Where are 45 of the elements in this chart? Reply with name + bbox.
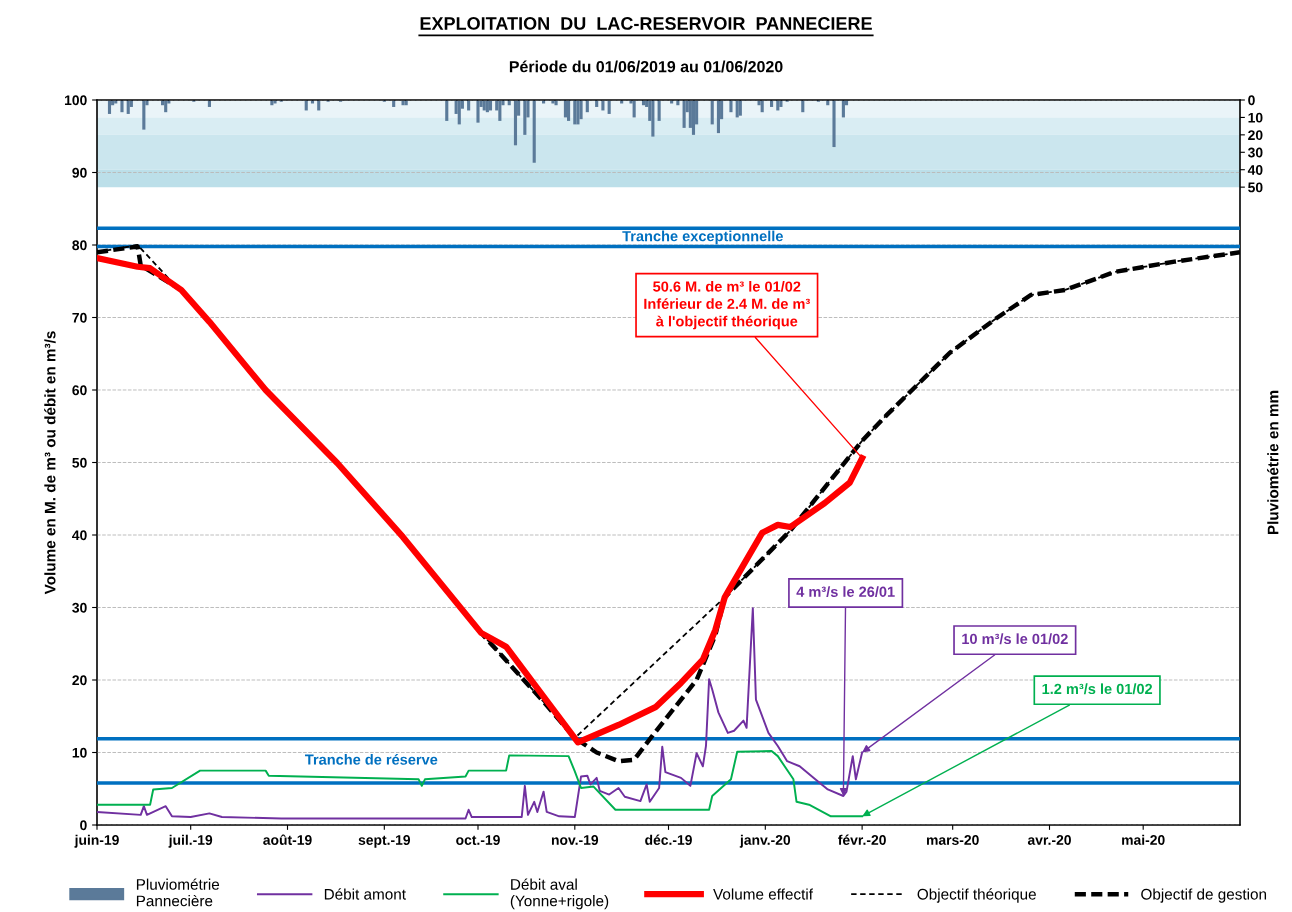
legend-label: Pluviométrie Pannecière (136, 878, 220, 907)
x-tick-label: août-19 (263, 834, 312, 845)
y2-tick-label: 40 (1247, 165, 1263, 175)
x-tick-label: janv.-20 (739, 834, 791, 848)
y-tick-label: 100 (64, 95, 87, 106)
y2-axis-title: Pluviométrie en mm (1267, 390, 1279, 535)
legend-label: Débit amont (324, 888, 406, 900)
legend-label: Objectif théorique (917, 888, 1036, 903)
y-tick-label: 90 (72, 167, 87, 178)
x-tick-label: nov.-19 (551, 835, 599, 845)
y-tick-label: 60 (72, 385, 87, 396)
y-tick-label: 50 (72, 457, 87, 468)
y-tick-label: 0 (80, 820, 87, 831)
x-tick-label: déc.-19 (645, 834, 692, 845)
x-tick-label: févr.-20 (838, 834, 886, 845)
chart-subtitle: Période du 01/06/2019 au 01/06/2020 (509, 60, 783, 73)
annotation: 10 m³/s le 01/02 (962, 633, 1068, 645)
y-tick-label: 80 (72, 240, 87, 251)
y-tick-label: 40 (72, 530, 87, 541)
x-tick-label: juin-19 (74, 834, 119, 848)
y2-tick-label: 20 (1248, 130, 1263, 141)
y2-tick-label: 0 (1248, 95, 1255, 106)
legend-label: Objectif de gestion (1141, 888, 1267, 903)
y-tick-label: 70 (72, 312, 87, 323)
x-tick-label: oct.-19 (456, 835, 500, 845)
legend-label: Volume effectif (713, 888, 813, 900)
x-tick-label: juil.-19 (168, 834, 213, 848)
y2-tick-label: 10 (1248, 112, 1263, 123)
y-tick-label: 10 (72, 747, 87, 758)
y-tick-label: 30 (72, 602, 87, 613)
legend-label: Débit aval (Yonne+rigole) (510, 878, 609, 910)
ref-line-label: Tranche exceptionnelle (622, 230, 783, 245)
x-tick-label: sept.-19 (358, 835, 411, 848)
ref-line-label: Tranche de réserve (305, 753, 438, 765)
y-axis-title: Volume en M. de m³ ou débit en m³/s (44, 331, 56, 595)
y2-tick-label: 50 (1248, 182, 1263, 193)
y-tick-label: 20 (72, 675, 87, 686)
y2-tick-label: 30 (1247, 147, 1263, 158)
annotation: 50.6 M. de m³ le 01/02 Inférieur de 2.4 M. de m³ à l'objectif théorique (644, 281, 810, 330)
x-tick-label: mai-20 (1122, 834, 1165, 845)
annotation: 1.2 m³/s le 01/02 (1042, 683, 1153, 695)
x-tick-label: mars-20 (926, 835, 979, 845)
annotation: 4 m³/s le 26/01 (796, 586, 895, 598)
x-tick-label: avr.-20 (1027, 835, 1071, 845)
chart-title: EXPLOITATION DU LAC-RESERVOIR PANNECIERE (420, 17, 872, 30)
